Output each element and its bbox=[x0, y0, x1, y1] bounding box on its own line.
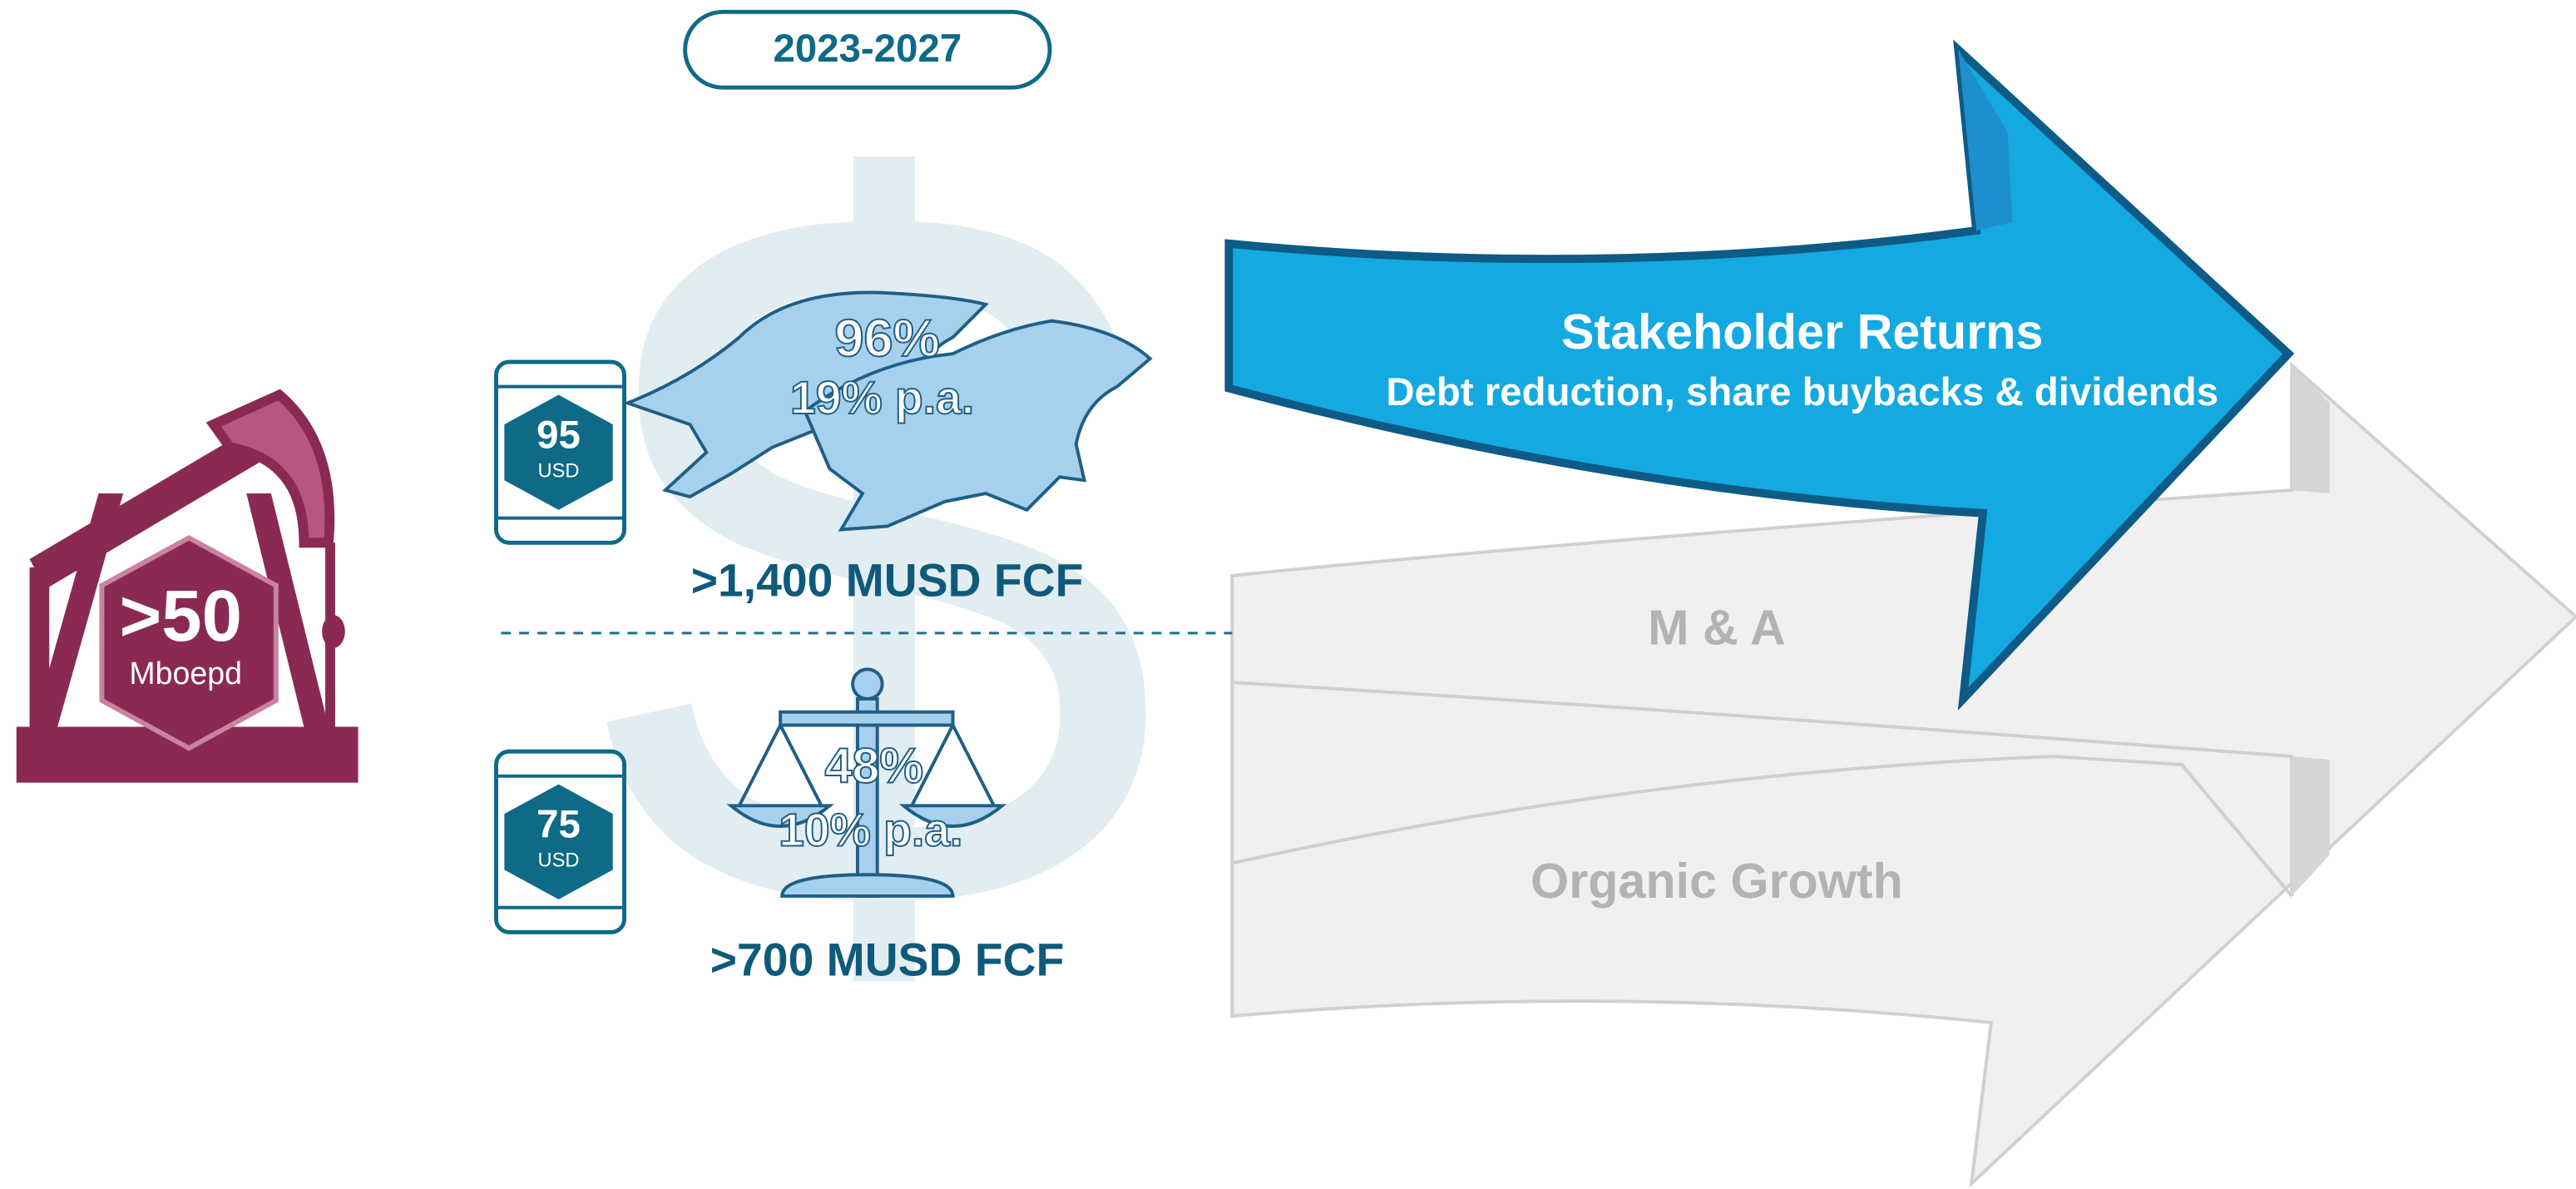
ma-label: M & A bbox=[1648, 600, 1786, 656]
page: 2023-2027 $ M & A Organic Growth Stakeho… bbox=[0, 0, 2576, 1189]
pump-weight bbox=[322, 615, 345, 648]
oil-price: 75 bbox=[536, 802, 581, 846]
stakeholder-subtitle: Debt reduction, share buybacks & dividen… bbox=[1386, 370, 2218, 414]
annual-return: 19% p.a. bbox=[790, 372, 974, 424]
production-value: >50 bbox=[120, 576, 242, 656]
pump-post bbox=[30, 567, 50, 727]
oil-price-unit: USD bbox=[538, 461, 580, 483]
organic-growth-label: Organic Growth bbox=[1530, 853, 1903, 909]
total-return: 96% bbox=[834, 310, 939, 368]
oil-price-unit: USD bbox=[538, 850, 580, 872]
stakeholder-title: Stakeholder Returns bbox=[1561, 304, 2043, 359]
total-return: 48% bbox=[824, 738, 923, 794]
fcf: >1,400 MUSD FCF bbox=[691, 554, 1084, 606]
oil-price: 95 bbox=[536, 413, 581, 457]
scale-top bbox=[853, 669, 883, 699]
infographic: 2023-2027 $ M & A Organic Growth Stakeho… bbox=[0, 0, 2576, 1189]
annual-return: 10% p.a. bbox=[779, 804, 962, 855]
production-unit: Mboepd bbox=[129, 656, 242, 691]
scale-pillar bbox=[858, 699, 878, 896]
scale-arm bbox=[780, 712, 952, 726]
fcf: >700 MUSD FCF bbox=[710, 934, 1065, 986]
scale-base bbox=[782, 874, 952, 896]
